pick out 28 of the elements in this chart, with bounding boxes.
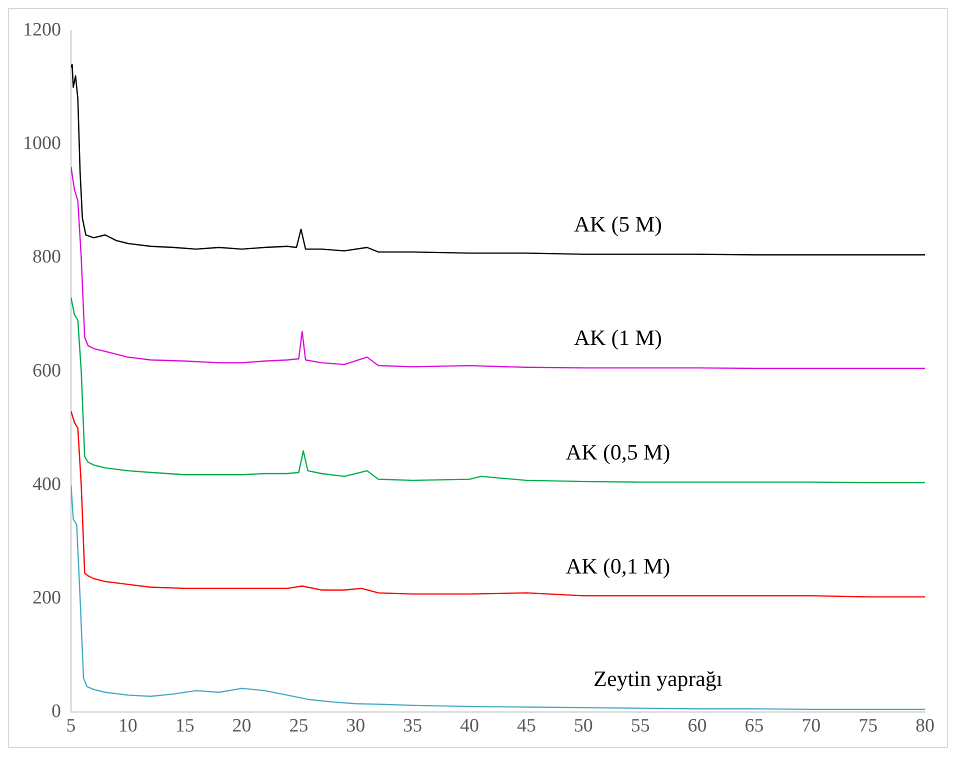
x-tick-label: 55: [630, 716, 650, 737]
x-tick-label: 50: [574, 716, 593, 737]
y-tick-label: 1200: [23, 19, 61, 40]
x-tick-label: 25: [289, 716, 308, 737]
x-tick-label: 45: [516, 716, 536, 737]
series-label: AK (0,1 M): [566, 554, 670, 579]
x-tick-label: 5: [66, 716, 76, 737]
x-tick-label: 20: [232, 716, 252, 737]
series-label: AK (5 M): [574, 212, 662, 237]
y-tick-label: 0: [52, 701, 61, 722]
series-label: AK (1 M): [574, 325, 662, 350]
series-label: AK (0,5 M): [566, 439, 670, 464]
x-tick-label: 40: [460, 716, 480, 737]
x-tick-label: 70: [802, 716, 821, 737]
x-tick-label: 35: [403, 716, 422, 737]
y-tick-label: 800: [32, 246, 61, 268]
x-tick-label: 30: [346, 716, 366, 737]
y-tick-label: 200: [32, 588, 61, 609]
x-tick-label: 15: [175, 716, 194, 737]
series-label: Zeytin yaprağı: [594, 666, 722, 692]
x-tick-label: 80: [916, 716, 934, 737]
y-tick-label: 600: [32, 360, 61, 382]
x-tick-label: 65: [744, 716, 764, 737]
y-tick-label: 400: [32, 474, 61, 495]
x-tick-label: 10: [118, 716, 138, 737]
y-tick-label: 1000: [23, 133, 61, 154]
x-tick-label: 75: [858, 716, 878, 737]
x-tick-label: 60: [688, 716, 707, 737]
